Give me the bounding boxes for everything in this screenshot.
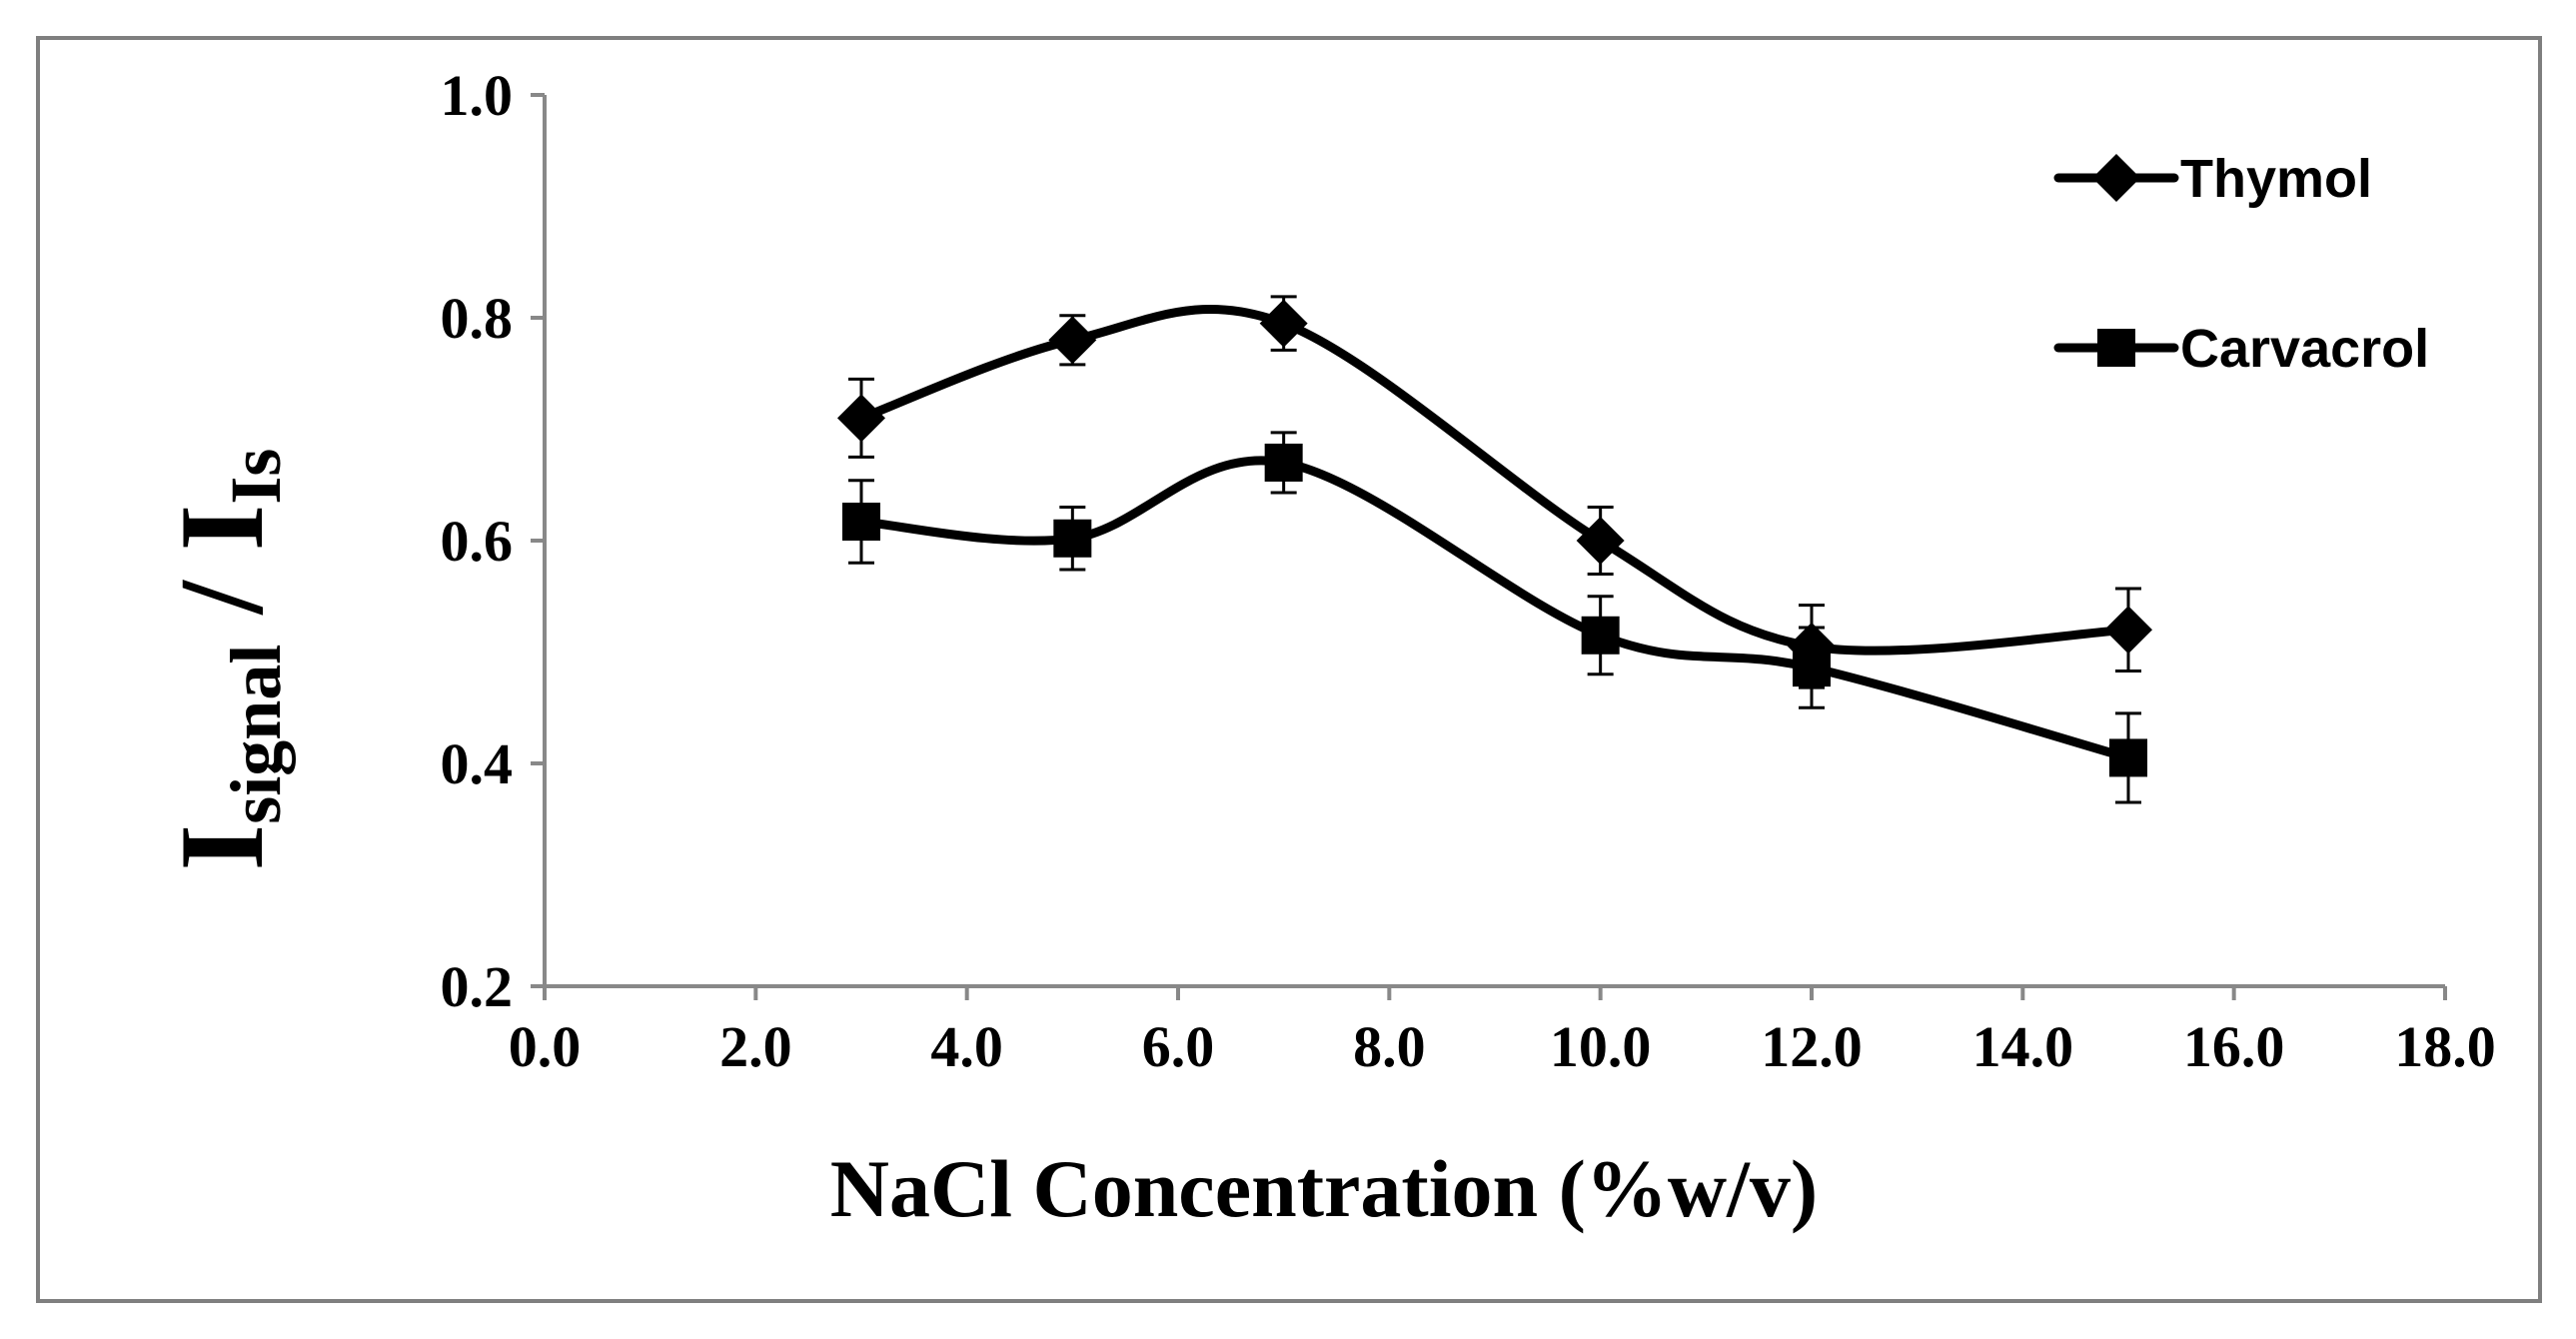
data-point-carvacrol bbox=[1793, 649, 1831, 687]
series-carvacrol bbox=[842, 431, 2147, 804]
legend-label: Carvacrol bbox=[2180, 319, 2429, 379]
series-line-carvacrol bbox=[856, 456, 2133, 762]
legend-marker bbox=[2097, 329, 2135, 367]
y-label-main-1: I bbox=[155, 824, 288, 871]
x-tick-label: 14.0 bbox=[1972, 1014, 2074, 1079]
series-thymol bbox=[837, 295, 2152, 689]
y-label-separator: / bbox=[155, 551, 288, 644]
x-tick-label: 2.0 bbox=[719, 1014, 792, 1079]
data-point-thymol bbox=[2104, 606, 2152, 655]
x-tick-label: 18.0 bbox=[2394, 1014, 2496, 1079]
data-point-thymol bbox=[1259, 299, 1308, 348]
data-point-carvacrol bbox=[842, 503, 880, 542]
legend-entry-thymol: Thymol bbox=[2053, 149, 2372, 209]
y-label-sub-1: signal bbox=[216, 645, 296, 824]
legend-label: Thymol bbox=[2180, 149, 2372, 209]
y-axis-label: Isignal / IIs bbox=[155, 449, 296, 871]
y-label-main-2: I bbox=[155, 505, 288, 552]
x-tick-label: 12.0 bbox=[1761, 1014, 1863, 1079]
y-tick-label: 0.6 bbox=[441, 509, 514, 574]
data-point-thymol bbox=[837, 394, 885, 443]
y-tick-label: 0.4 bbox=[441, 731, 514, 796]
x-axis-label: NaCl Concentration (%w/v) bbox=[830, 1143, 1818, 1234]
x-tick-label: 10.0 bbox=[1550, 1014, 1652, 1079]
data-point-thymol bbox=[1576, 517, 1625, 565]
y-label-sub-2: Is bbox=[216, 449, 296, 505]
axes: 0.0 2.0 4.0 6.0 8.0 10.0 12.0 14.0 16.0 18.0 0.2 0.… bbox=[441, 63, 2496, 1079]
x-tick-label: 16.0 bbox=[2183, 1014, 2285, 1079]
legend: Thymol Carvacrol bbox=[2053, 149, 2429, 379]
y-tick-label: 0.2 bbox=[441, 954, 514, 1019]
data-point-thymol bbox=[1048, 316, 1097, 365]
data-point-carvacrol bbox=[1264, 443, 1303, 482]
series-line-thymol bbox=[856, 304, 2133, 656]
y-tick-label: 0.8 bbox=[441, 286, 514, 351]
x-tick-label: 0.0 bbox=[509, 1014, 582, 1079]
x-tick-label: 8.0 bbox=[1353, 1014, 1426, 1079]
x-tick-label: 4.0 bbox=[930, 1014, 1003, 1079]
x-tick-label: 6.0 bbox=[1142, 1014, 1215, 1079]
data-point-carvacrol bbox=[1053, 519, 1092, 558]
legend-marker bbox=[2092, 154, 2140, 202]
series-layer bbox=[837, 295, 2152, 804]
data-point-carvacrol bbox=[2109, 738, 2147, 777]
y-tick-label: 1.0 bbox=[441, 63, 514, 128]
data-point-carvacrol bbox=[1581, 616, 1620, 655]
legend-entry-carvacrol: Carvacrol bbox=[2053, 319, 2429, 379]
